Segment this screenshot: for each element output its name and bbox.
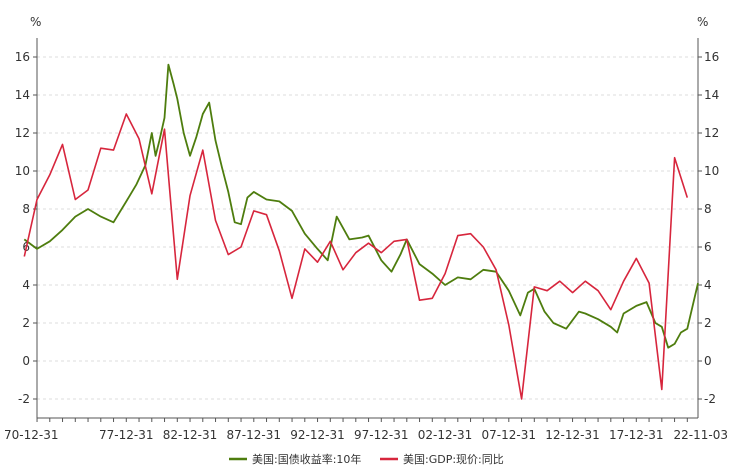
x-axis: 70-12-31 77-12-31 82-12-31 87-12-31 92-12-31… [4,417,728,442]
right-y-tick-label: 8 [704,202,712,216]
left-y-tick-label: 8 [22,202,30,216]
left-y-tick-label: 14 [15,88,30,102]
left-unit-label: % [30,15,41,29]
series-line-gdp-yoy [23,113,689,400]
x-tick-label: 82-12-31 [163,428,217,442]
legend: 美国:国债收益率:10年 美国:GDP:现价:同比 [229,452,504,466]
x-tick-label: 87-12-31 [227,428,281,442]
x-tick-label: 12-12-31 [545,428,599,442]
right-y-tick-label: -2 [704,392,716,406]
left-y-tick-label: 2 [22,316,30,330]
right-y-tick-label: 4 [704,278,712,292]
right-y-tick-label: 0 [704,354,712,368]
right-y-tick-label: 16 [704,50,719,64]
right-axis: -2 0 2 4 6 8 10 12 14 16 [697,38,719,418]
x-tick-label: 17-12-31 [609,428,663,442]
right-y-tick-label: 10 [704,164,719,178]
legend-item-gdp-yoy: 美国:GDP:现价:同比 [380,453,504,466]
left-y-tick-label: 0 [22,354,30,368]
x-tick-label: 97-12-31 [354,428,408,442]
legend-label-gdp-yoy: 美国:GDP:现价:同比 [403,453,504,466]
right-y-tick-label: 6 [704,240,712,254]
right-y-tick-label: 14 [704,88,719,102]
x-tick-label: 77-12-31 [99,428,153,442]
right-y-tick-label: 12 [704,126,719,140]
left-y-tick-label: -2 [18,392,30,406]
right-y-tick-label: 2 [704,316,712,330]
left-y-tick-label: 4 [22,278,30,292]
x-tick-label: 02-12-31 [418,428,472,442]
series-line-treasury-10y [23,63,699,349]
left-y-tick-label: 16 [15,50,30,64]
x-tick-label: 07-12-31 [482,428,536,442]
legend-label-treasury-10y: 美国:国债收益率:10年 [252,452,361,466]
right-unit-label: % [697,15,708,29]
series-lines [23,63,699,400]
left-y-tick-label: 12 [15,126,30,140]
grid-lines [37,56,698,400]
left-y-tick-label: 10 [15,164,30,178]
x-tick-label: 22-11-03 [674,428,728,442]
legend-item-treasury-10y: 美国:国债收益率:10年 [229,452,361,466]
x-tick-label: 92-12-31 [290,428,344,442]
x-tick-label: 70-12-31 [4,428,58,442]
